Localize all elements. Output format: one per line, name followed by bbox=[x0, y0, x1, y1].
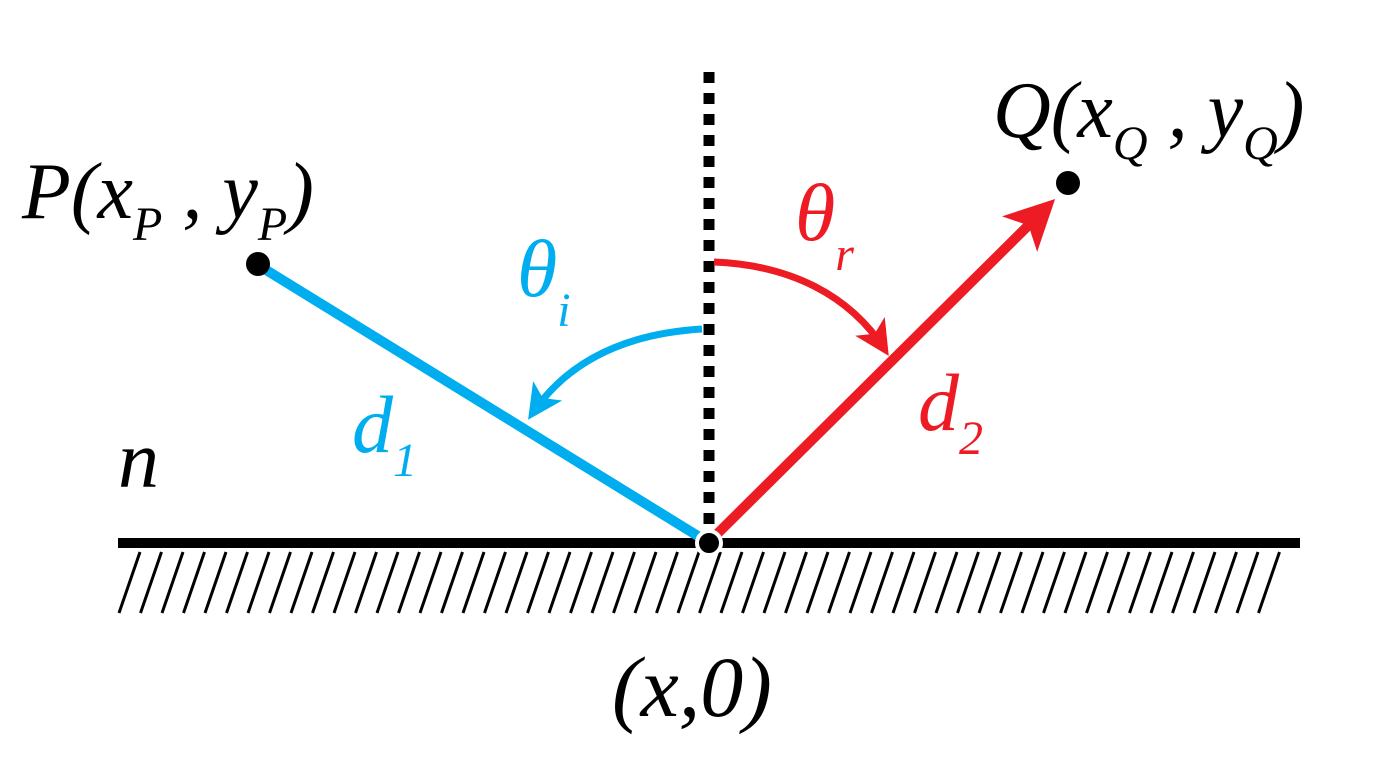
hatch-mark bbox=[203, 551, 228, 614]
hatch-mark bbox=[633, 551, 658, 614]
hatch-mark bbox=[289, 551, 314, 614]
hatch-mark bbox=[332, 551, 357, 614]
hatch-mark bbox=[246, 551, 271, 614]
point-q-dot bbox=[1056, 171, 1080, 195]
hatch-mark bbox=[1020, 551, 1045, 614]
hatch-mark bbox=[182, 551, 206, 614]
hatch-mark bbox=[676, 551, 701, 614]
point-p-dot bbox=[246, 252, 270, 276]
hatch-mark bbox=[827, 551, 851, 614]
hatch-mark bbox=[483, 551, 507, 614]
hatch-mark bbox=[741, 551, 765, 614]
hatch-mark bbox=[268, 551, 292, 614]
hatch-mark bbox=[461, 551, 486, 614]
hatch-mark bbox=[913, 551, 937, 614]
label-d2: d2 bbox=[918, 357, 983, 465]
hatch-mark bbox=[160, 551, 185, 614]
hatch-mark bbox=[418, 551, 443, 614]
hatch-mark bbox=[440, 551, 464, 614]
label-point-q: Q(xQ , yQ) bbox=[993, 67, 1304, 170]
hatch-mark bbox=[956, 551, 980, 614]
hatch-mark bbox=[999, 551, 1023, 614]
hatch-mark bbox=[1106, 551, 1131, 614]
hatch-mark bbox=[590, 551, 615, 614]
hatch-mark bbox=[698, 551, 722, 614]
hatch-mark bbox=[504, 551, 529, 614]
label-theta-r: θr bbox=[795, 167, 854, 281]
reflected-angle-arc bbox=[713, 258, 889, 356]
hatch-mark bbox=[891, 551, 916, 614]
hatch-mark bbox=[354, 551, 378, 614]
label-normal: n bbox=[118, 414, 159, 505]
hatch-mark bbox=[870, 551, 894, 614]
label-theta-i: θi bbox=[517, 223, 571, 337]
hatch-mark bbox=[1257, 551, 1281, 614]
hatch-mark bbox=[1235, 551, 1260, 614]
hatch-mark bbox=[1085, 551, 1109, 614]
hatch-mark bbox=[117, 551, 142, 614]
hatch-mark bbox=[1063, 551, 1088, 614]
hatch-mark bbox=[311, 551, 335, 614]
hatch-mark bbox=[762, 551, 787, 614]
surface-hatching bbox=[117, 551, 1281, 614]
hatch-mark bbox=[569, 551, 593, 614]
reflected-ray-d2 bbox=[710, 198, 1056, 541]
label-point-p: P(xP , yP) bbox=[21, 148, 314, 251]
hatch-mark bbox=[1214, 551, 1238, 614]
hatch-mark bbox=[612, 551, 636, 614]
hatch-mark bbox=[805, 551, 830, 614]
hatch-mark bbox=[139, 551, 163, 614]
hatch-mark bbox=[1042, 551, 1066, 614]
hatch-mark bbox=[977, 551, 1002, 614]
hatch-mark bbox=[848, 551, 873, 614]
reflection-point-dot bbox=[695, 529, 723, 557]
hatch-mark bbox=[375, 551, 400, 614]
incident-angle-arc bbox=[528, 325, 703, 420]
hatch-mark bbox=[1149, 551, 1174, 614]
hatch-mark bbox=[1128, 551, 1152, 614]
hatch-mark bbox=[655, 551, 679, 614]
hatch-mark bbox=[719, 551, 744, 614]
hatch-mark bbox=[934, 551, 959, 614]
incident-ray-d1 bbox=[253, 260, 711, 546]
hatch-mark bbox=[225, 551, 249, 614]
hatch-mark bbox=[1192, 551, 1217, 614]
label-reflection-point: (x,0) bbox=[612, 639, 772, 735]
hatch-mark bbox=[547, 551, 572, 614]
label-d1: d1 bbox=[352, 379, 417, 487]
hatch-mark bbox=[397, 551, 421, 614]
hatch-mark bbox=[1171, 551, 1195, 614]
hatch-mark bbox=[526, 551, 550, 614]
hatch-mark bbox=[784, 551, 808, 614]
